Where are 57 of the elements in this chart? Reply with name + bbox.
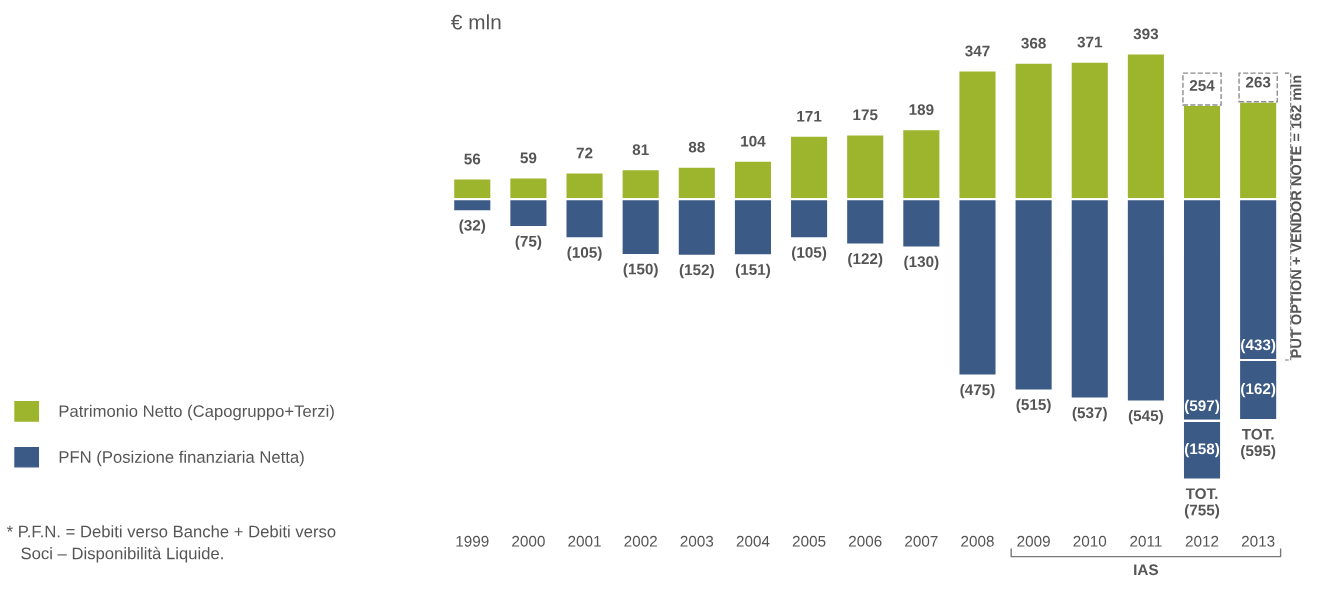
text: * P.F.N. = Debiti verso Banche + Debiti verso Soci – Disponibilità Liquide. — [6, 525, 336, 563]
annotation: TOT. (595) — [1241, 428, 1276, 460]
data-label: 368 — [1021, 37, 1046, 49]
x-tick-label: 2008 — [961, 535, 994, 547]
data-label: 104 — [741, 135, 766, 147]
x-tick-label: 2005 — [792, 535, 826, 547]
data-label: (515) — [1016, 398, 1051, 413]
x-tick-label: 2007 — [905, 535, 938, 547]
x-tick-label: 2001 — [568, 535, 601, 547]
x-tick-label: 2004 — [736, 535, 770, 547]
x-tick-label: 2011 — [1130, 535, 1162, 547]
x-tick-label: 2003 — [680, 535, 714, 547]
legend-label: PFN (Posizione finanziaria Netta) — [59, 450, 304, 467]
data-label: (122) — [848, 252, 883, 268]
data-label: 347 — [965, 45, 990, 57]
text: IAS — [1134, 564, 1159, 576]
data-label: (537) — [1072, 406, 1107, 422]
data-label: (32) — [459, 219, 486, 234]
x-tick-label: 2013 — [1241, 535, 1275, 547]
x-tick-label: 1999 — [456, 535, 489, 547]
data-label: (130) — [904, 255, 939, 271]
data-label: 175 — [853, 109, 878, 121]
data-label: (105) — [567, 246, 602, 261]
annotation: TOT. (755) — [1184, 488, 1220, 519]
data-label: (597) — [1184, 399, 1220, 415]
data-label: (151) — [735, 263, 771, 278]
data-label: 72 — [576, 147, 593, 159]
data-label: 371 — [1077, 36, 1103, 48]
bar — [1182, 72, 1222, 106]
data-label: (433) — [1241, 338, 1276, 354]
data-label: 88 — [688, 141, 705, 153]
legend-label: Patrimonio Netto (Capogruppo+Terzi) — [59, 404, 334, 421]
data-label: (475) — [960, 383, 995, 399]
data-label: 171 — [797, 111, 822, 122]
data-label: 59 — [520, 152, 537, 164]
data-label: (150) — [623, 263, 658, 278]
data-label: (162) — [1241, 382, 1276, 398]
data-label: (545) — [1128, 409, 1163, 425]
bar — [1238, 72, 1278, 103]
data-label: 189 — [909, 104, 934, 116]
x-tick-label: 2012 — [1185, 535, 1219, 547]
data-label: 56 — [464, 153, 481, 165]
x-tick-label: 2006 — [848, 535, 882, 547]
data-label: 393 — [1133, 28, 1159, 40]
x-tick-label: 2009 — [1017, 535, 1050, 547]
data-label: (75) — [515, 235, 542, 250]
x-tick-label: 2010 — [1073, 535, 1107, 547]
y-axis-title: € mln — [451, 14, 501, 30]
data-label: (152) — [679, 264, 714, 279]
data-label: (105) — [792, 246, 827, 261]
text: PUT OPTION + VENDOR NOTE = 162 mln — [1290, 75, 1302, 358]
x-tick-label: 2002 — [624, 535, 657, 547]
data-label: 81 — [632, 144, 649, 156]
data-label: (158) — [1184, 443, 1220, 458]
data-label: 254 — [1189, 80, 1215, 91]
x-tick-label: 2000 — [512, 535, 545, 547]
data-label: 263 — [1245, 76, 1271, 88]
